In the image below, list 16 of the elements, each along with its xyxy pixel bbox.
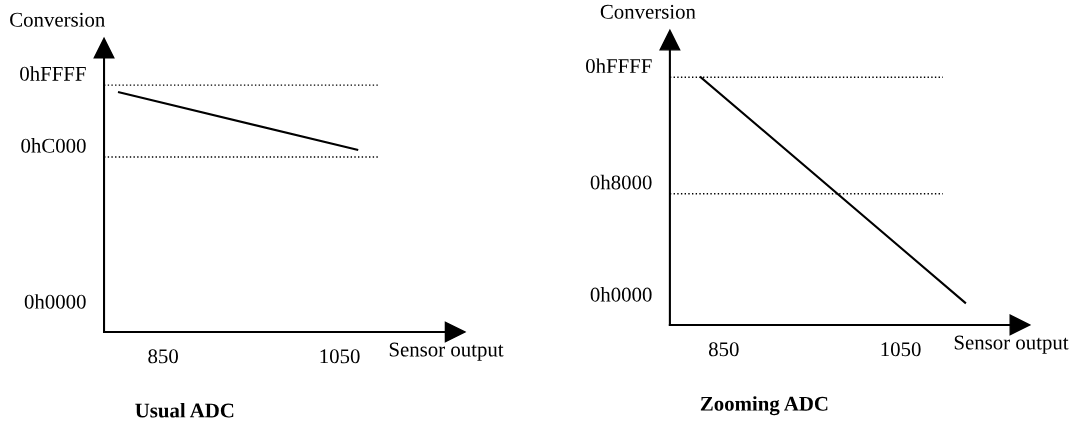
x-tick-label: 1050 <box>881 342 921 357</box>
text: Zooming ADC <box>700 396 828 416</box>
text: Usual ADC <box>135 402 234 418</box>
ref-line-label: 0h8000 <box>590 174 652 190</box>
ref-line-label: 0hC000 <box>21 138 86 153</box>
x-tick-label: 1050 <box>320 349 360 364</box>
y-axis-title: Conversion <box>10 12 105 27</box>
x-axis-title: Sensor output <box>954 335 1069 354</box>
text: 0h0000 <box>590 287 652 302</box>
y-axis-title: Conversion <box>600 4 696 19</box>
x-axis-title: Sensor output <box>389 342 504 361</box>
text: 0h0000 <box>24 294 86 309</box>
ref-line-label: 0hFFFF <box>586 58 652 74</box>
x-tick-label: 850 <box>148 349 178 364</box>
x-tick-label: 850 <box>708 342 739 357</box>
ref-line-label: 0hFFFF <box>20 66 86 81</box>
